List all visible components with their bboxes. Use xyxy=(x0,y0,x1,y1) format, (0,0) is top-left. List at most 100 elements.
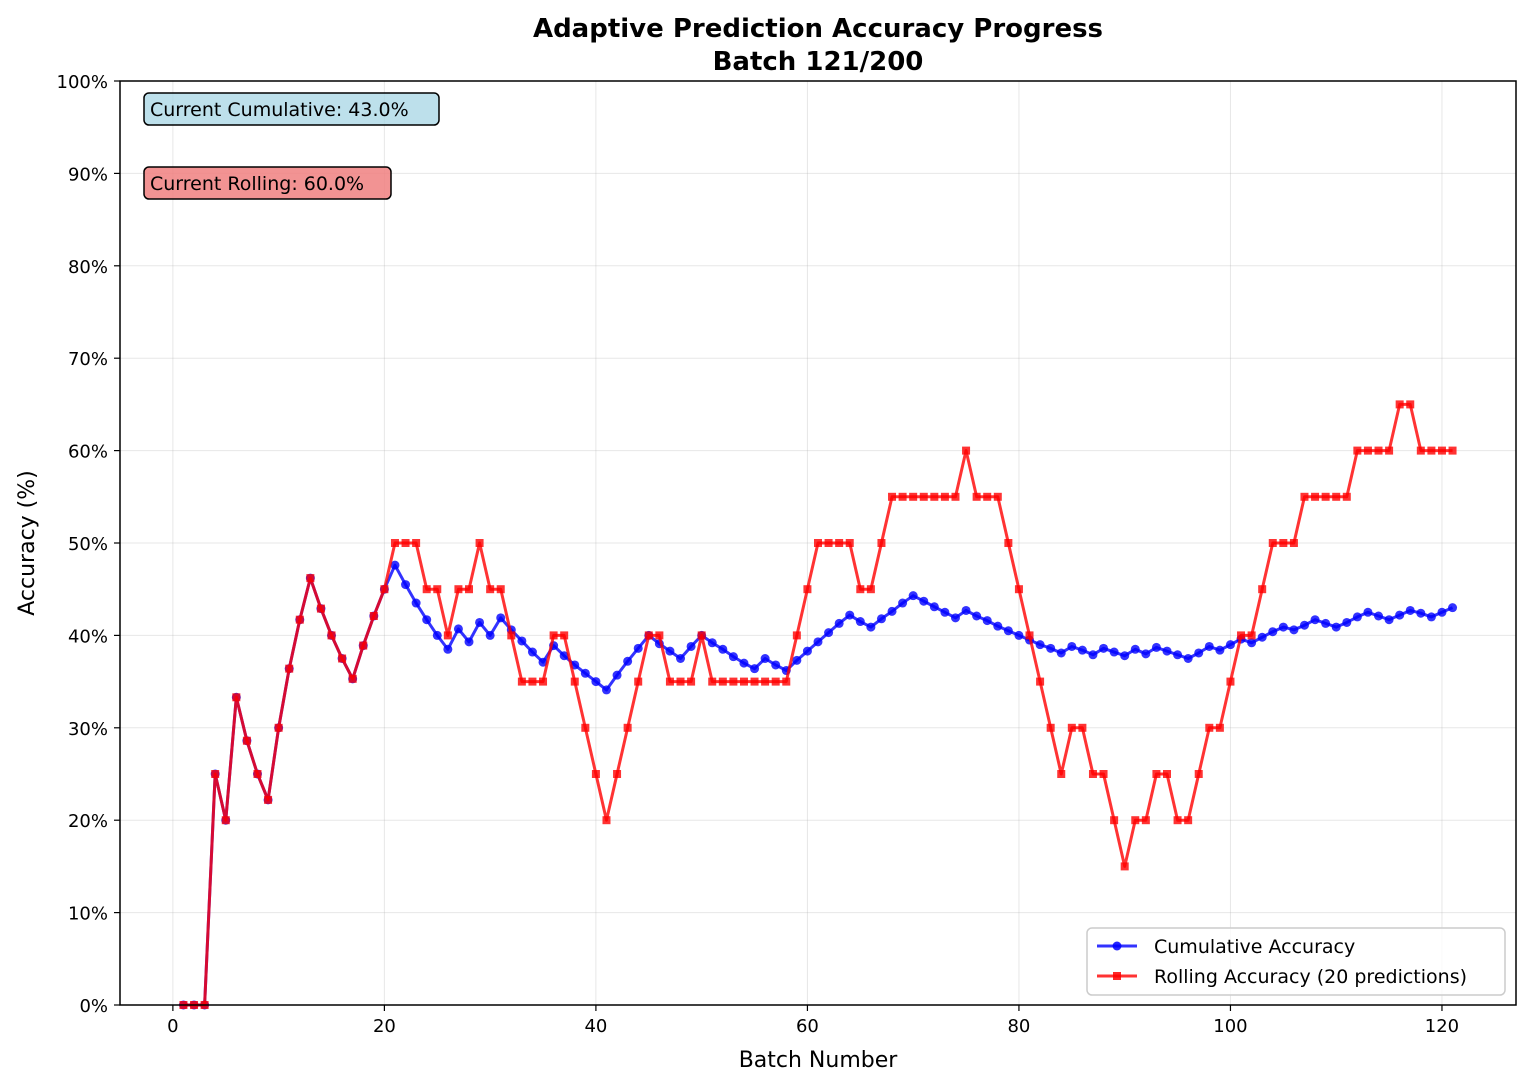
rolling-data-point xyxy=(687,677,696,686)
cumulative-data-point xyxy=(1183,654,1193,663)
cumulative-data-point xyxy=(612,670,622,680)
rolling-data-point xyxy=(983,492,992,501)
y-tick-label: 60% xyxy=(68,442,108,463)
tick-layer: 0 20 40 60 80 100 120 0% 10% 20% 30% 40% 50% 60% 70% 80… xyxy=(57,72,1460,1037)
rolling-data-point xyxy=(792,631,801,640)
rolling-data-point xyxy=(517,677,526,686)
rolling-data-point xyxy=(729,677,738,686)
annotation-cumulative: Current Cumulative: 43.0% xyxy=(143,92,440,126)
cumulative-data-point xyxy=(1395,610,1405,620)
rolling-data-point xyxy=(1110,816,1119,825)
rolling-data-point xyxy=(718,677,727,686)
cumulative-data-point xyxy=(390,560,400,570)
rolling-data-point xyxy=(634,677,643,686)
cumulative-data-point xyxy=(1109,647,1119,657)
cumulative-data-point xyxy=(1003,626,1013,636)
rolling-data-point xyxy=(1332,492,1341,501)
x-tick-label: 60 xyxy=(796,1016,819,1037)
cumulative-data-point xyxy=(993,621,1003,631)
rolling-data-point xyxy=(369,611,378,620)
rolling-data-point xyxy=(940,492,949,501)
cumulative-data-point xyxy=(898,598,908,608)
cumulative-data-point xyxy=(972,611,982,621)
cumulative-data-point xyxy=(527,647,537,657)
rolling-data-point xyxy=(1416,446,1425,455)
chart-subtitle: Batch 121/200 xyxy=(713,47,924,77)
rolling-data-point xyxy=(866,585,875,594)
rolling-data-point xyxy=(422,585,431,594)
rolling-data-point xyxy=(930,492,939,501)
cumulative-data-point xyxy=(845,610,855,620)
rolling-data-point xyxy=(1205,723,1214,732)
rolling-data-point xyxy=(697,631,706,640)
rolling-data-point xyxy=(962,446,971,455)
rolling-data-point xyxy=(528,677,537,686)
cumulative-data-point xyxy=(676,654,686,663)
rolling-data-point xyxy=(665,677,674,686)
rolling-data-point xyxy=(359,641,368,650)
cumulative-data-point xyxy=(1046,643,1056,653)
rolling-data-point xyxy=(1395,400,1404,409)
rolling-data-point xyxy=(1194,770,1203,778)
cumulative-data-point xyxy=(855,617,865,627)
rolling-data-point xyxy=(1247,631,1256,640)
rolling-data-point xyxy=(708,677,717,686)
x-tick-label: 0 xyxy=(167,1016,178,1037)
rolling-data-point xyxy=(253,770,262,778)
rolling-data-point xyxy=(993,492,1002,501)
rolling-data-point xyxy=(401,539,410,547)
cumulative-data-point xyxy=(1162,646,1172,656)
rolling-data-point xyxy=(591,770,600,778)
rolling-data-point xyxy=(327,631,336,640)
rolling-data-point xyxy=(560,631,569,640)
rolling-data-point xyxy=(306,574,315,583)
cumulative-data-point xyxy=(876,614,886,624)
rolling-data-point xyxy=(1131,816,1140,825)
legend-box xyxy=(1086,927,1506,996)
cumulative-data-point xyxy=(982,616,992,626)
cumulative-data-point xyxy=(1056,648,1066,658)
rolling-data-point xyxy=(348,674,357,683)
cumulative-data-point xyxy=(1077,645,1087,655)
rolling-data-point xyxy=(232,693,241,702)
cumulative-data-point xyxy=(496,613,506,623)
cumulative-data-point xyxy=(1225,640,1235,650)
cumulative-data-point xyxy=(1384,615,1394,625)
rolling-data-point xyxy=(1152,770,1161,778)
cumulative-data-point xyxy=(1151,642,1161,652)
rolling-data-point xyxy=(814,539,822,547)
rolling-data-point xyxy=(1173,816,1182,825)
y-tick-label: 50% xyxy=(68,534,108,555)
cumulative-data-point xyxy=(1204,641,1214,651)
rolling-data-point xyxy=(221,816,230,825)
cumulative-data-point xyxy=(1194,648,1204,658)
rolling-data-point xyxy=(390,539,399,547)
rolling-data-point xyxy=(824,539,833,547)
cumulative-data-point xyxy=(485,630,495,640)
rolling-data-point xyxy=(211,770,220,778)
y-tick-label: 20% xyxy=(68,811,108,832)
rolling-data-point xyxy=(1014,585,1023,594)
x-tick-label: 100 xyxy=(1213,1016,1247,1037)
rolling-data-point xyxy=(644,631,653,640)
cumulative-data-point xyxy=(834,618,844,628)
rolling-data-point xyxy=(1342,492,1351,501)
rolling-data-point xyxy=(316,604,325,613)
y-tick-label: 70% xyxy=(68,349,108,370)
rolling-data-point xyxy=(1353,446,1362,455)
rolling-data-point xyxy=(655,631,664,640)
rolling-data-point xyxy=(433,585,442,594)
rolling-accuracy-line xyxy=(183,402,1453,1007)
cumulative-data-point xyxy=(1268,627,1278,637)
rolling-data-point xyxy=(919,492,928,501)
rolling-data-point xyxy=(338,654,347,663)
cumulative-data-point xyxy=(601,685,611,695)
rolling-data-point xyxy=(1025,631,1034,640)
cumulative-data-point xyxy=(1099,643,1109,653)
x-axis-label: Batch Number xyxy=(739,1048,899,1073)
rolling-data-point xyxy=(803,585,812,594)
cumulative-data-point xyxy=(866,622,876,632)
cumulative-data-point xyxy=(422,615,432,625)
cumulative-data-point xyxy=(1088,650,1098,660)
